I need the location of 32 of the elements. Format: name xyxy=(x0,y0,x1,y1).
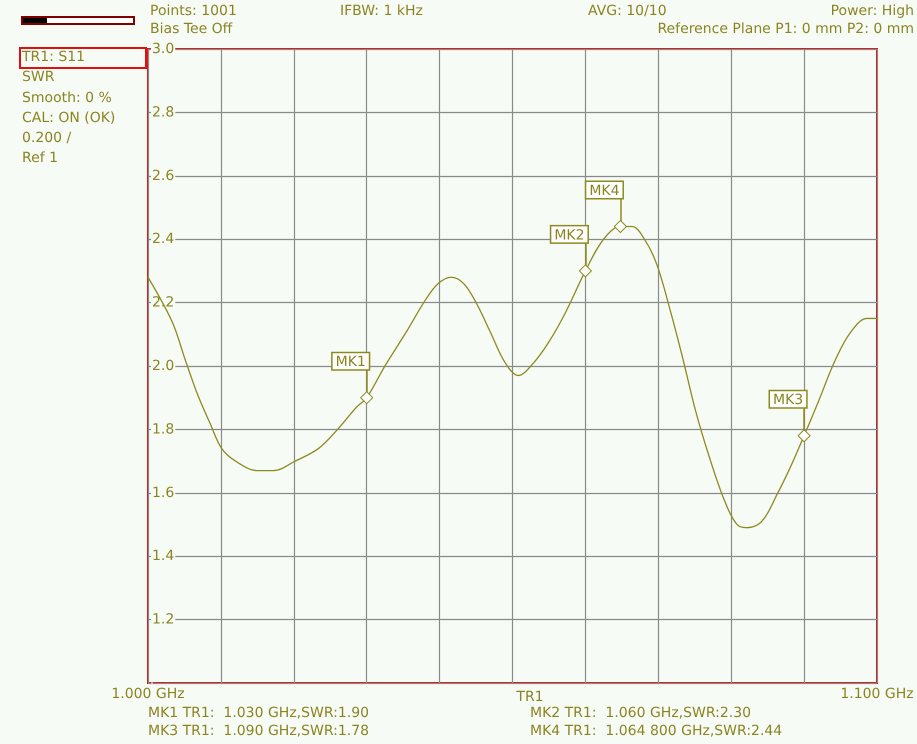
text: Reference Plane P1: 0 mm P2: 0 mm xyxy=(657,21,914,37)
text: MK4 TR1: 1.064 800 GHz,SWR:2.44 xyxy=(530,723,782,739)
text: MK2 TR1: 1.060 GHz,SWR:2.30 xyxy=(530,705,752,721)
text: IFBW: 1 kHz xyxy=(340,3,423,19)
y-tick-label: 2.8 xyxy=(152,104,174,120)
text: 0.200 / xyxy=(22,130,72,146)
annotation: MK3 xyxy=(773,392,804,408)
y-tick-label: 2.4 xyxy=(152,231,174,248)
y-tick-label: 3.0 xyxy=(152,41,174,57)
text: MK1 TR1: 1.030 GHz,SWR:1.90 xyxy=(148,705,370,721)
text: AVG: 10/10 xyxy=(588,3,667,19)
text: CAL: ON (OK) xyxy=(22,110,116,126)
annotation: MK1 xyxy=(336,354,366,370)
text: Points: 1001 xyxy=(150,3,237,19)
text: MK3 TR1: 1.090 GHz,SWR:1.78 xyxy=(148,723,370,739)
text: TR1 xyxy=(515,689,544,705)
x-tick-label: 1.100 GHz xyxy=(840,686,914,702)
text: Smooth: 0 % xyxy=(22,90,112,106)
text: Power: High xyxy=(830,3,914,19)
y-tick-label: 1.8 xyxy=(152,421,174,438)
x-tick-label: 1.000 GHz xyxy=(111,686,185,702)
y-tick-label: 1.2 xyxy=(152,612,174,628)
y-tick-label: 1.4 xyxy=(152,548,174,564)
y-tick-label: 1.6 xyxy=(152,484,174,501)
y-tick-label: 2.6 xyxy=(152,168,174,184)
annotation: MK4 xyxy=(589,183,620,200)
chart-title: TR1: S11 xyxy=(21,49,86,65)
text: Bias Tee Off xyxy=(150,21,233,37)
y-axis-title: SWR xyxy=(22,69,55,85)
annotation: MK2 xyxy=(554,227,584,244)
y-tick-label: 2.0 xyxy=(152,358,174,374)
text: Ref 1 xyxy=(22,150,58,166)
